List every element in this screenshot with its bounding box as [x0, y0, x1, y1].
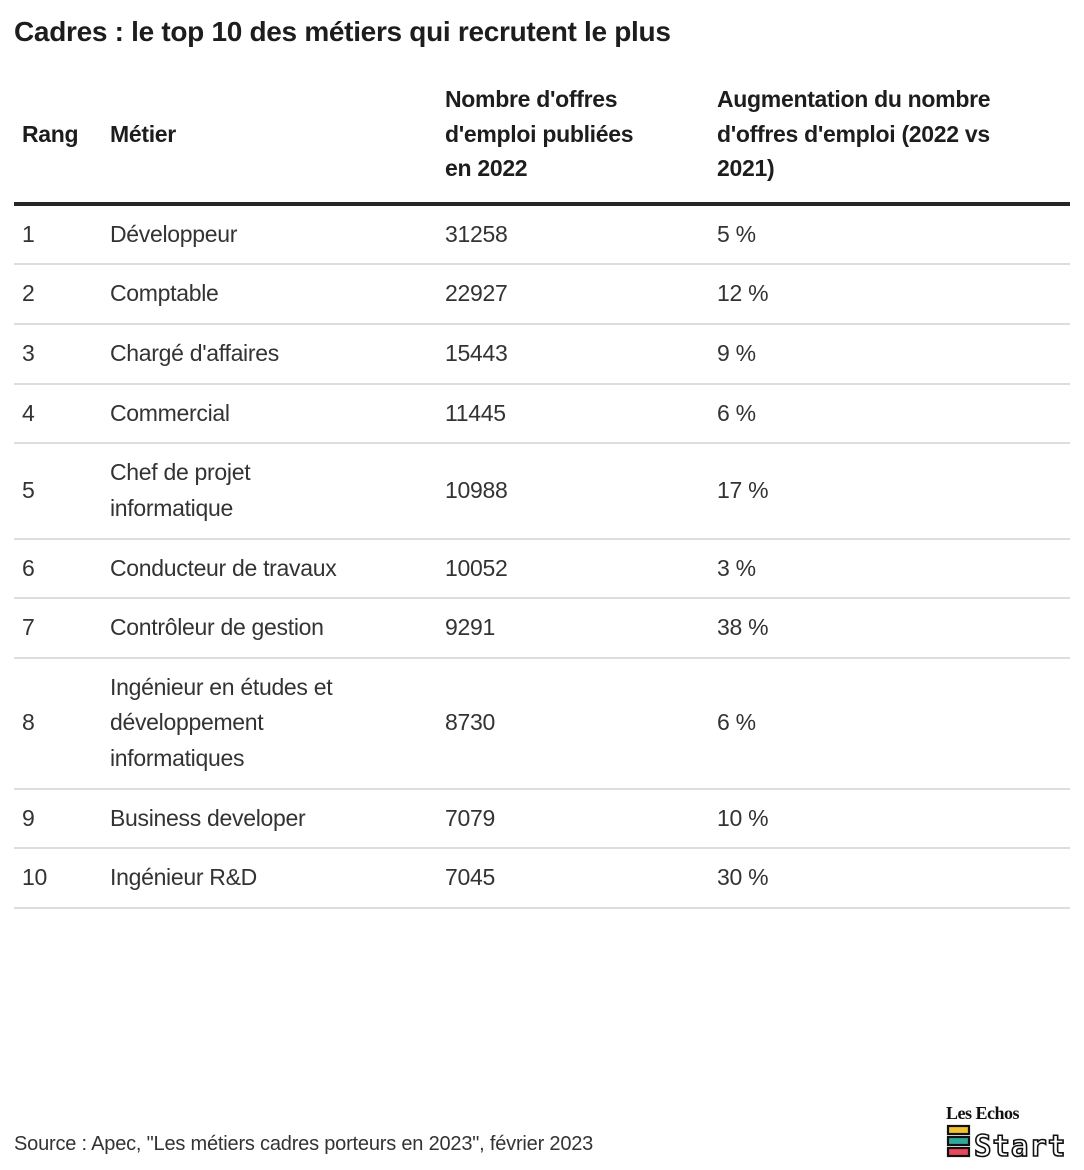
- table-row: 10 Ingénieur R&D 7045 30 %: [14, 848, 1070, 909]
- table-row: 3 Chargé d'affaires 15443 9 %: [14, 324, 1070, 384]
- rank-cell: 7: [22, 614, 35, 641]
- source-note: Source : Apec, "Les métiers cadres porte…: [14, 1133, 594, 1155]
- table-row: 7 Contrôleur de gestion 9291 38 %: [14, 598, 1070, 658]
- offres-cell: 10988: [445, 477, 508, 504]
- augmentation-cell: 3 %: [717, 554, 756, 581]
- rank-cell: 2: [22, 280, 35, 307]
- column-header-augmentation: Augmentation du nombre d'offres d'emploi…: [717, 86, 991, 182]
- les-echos-start-logo: Les Echos Start: [946, 1103, 1070, 1166]
- metier-cell: Chargé d'affaires: [110, 339, 279, 366]
- augmentation-cell: 17 %: [717, 477, 769, 504]
- offres-cell: 31258: [445, 220, 508, 247]
- offres-cell: 7045: [445, 864, 495, 891]
- page-title: Cadres : le top 10 des métiers qui recru…: [14, 16, 671, 47]
- table-row: 5 Chef de projet informatique 10988 17 %: [14, 443, 1070, 539]
- augmentation-cell: 6 %: [717, 399, 756, 426]
- augmentation-cell: 6 %: [717, 709, 756, 736]
- metier-cell: Contrôleur de gestion: [110, 614, 324, 641]
- les-echos-wordmark: Les Echos: [946, 1105, 1020, 1123]
- augmentation-cell: 38 %: [717, 614, 769, 641]
- offres-cell: 7079: [445, 804, 495, 831]
- rank-cell: 10: [22, 864, 47, 891]
- metier-cell: Ingénieur R&D: [110, 864, 257, 891]
- column-header-metier: Métier: [110, 120, 176, 147]
- footer: Source : Apec, "Les métiers cadres porte…: [14, 1103, 1070, 1166]
- offres-cell: 9291: [445, 614, 495, 641]
- table-header-row: Rang Métier Nombre d'offres d'emploi pub…: [14, 72, 1070, 204]
- offres-cell: 22927: [445, 280, 508, 307]
- augmentation-cell: 9 %: [717, 339, 756, 366]
- augmentation-cell: 10 %: [717, 804, 769, 831]
- offres-cell: 11445: [445, 399, 506, 426]
- rank-cell: 5: [22, 477, 35, 504]
- metier-cell: Commercial: [110, 399, 230, 426]
- rank-cell: 4: [22, 399, 35, 426]
- column-header-offres: Nombre d'offres d'emploi publiées en 202…: [445, 86, 634, 182]
- table-row: 8 Ingénieur en études et développement i…: [14, 658, 1070, 789]
- start-bars-icon: [946, 1124, 971, 1158]
- infographic: Cadres : le top 10 des métiers qui recru…: [14, 16, 1070, 909]
- metier-cell: Ingénieur en études et développement inf…: [110, 673, 333, 772]
- offres-cell: 10052: [445, 554, 508, 581]
- augmentation-cell: 12 %: [717, 280, 769, 307]
- metier-cell: Comptable: [110, 280, 219, 307]
- rank-cell: 8: [22, 709, 35, 736]
- metier-cell: Chef de projet informatique: [110, 459, 251, 521]
- les-echos-start-logo-svg: Les Echos Start: [946, 1103, 1066, 1164]
- table-row: 6 Conducteur de travaux 10052 3 %: [14, 539, 1070, 599]
- column-header-rang: Rang: [22, 120, 79, 147]
- table-row: 4 Commercial 11445 6 %: [14, 384, 1070, 444]
- augmentation-cell: 30 %: [717, 864, 769, 891]
- rank-cell: 9: [22, 804, 35, 831]
- table-row: 2 Comptable 22927 12 %: [14, 264, 1070, 324]
- ranking-table: Rang Métier Nombre d'offres d'emploi pub…: [14, 72, 1070, 909]
- table-row: 9 Business developer 7079 10 %: [14, 789, 1070, 849]
- table-row: 1 Développeur 31258 5 %: [14, 204, 1070, 265]
- start-wordmark: Start: [974, 1129, 1066, 1161]
- offres-cell: 15443: [445, 339, 508, 366]
- offres-cell: 8730: [445, 709, 495, 736]
- rank-cell: 3: [22, 339, 35, 366]
- rank-cell: 6: [22, 554, 35, 581]
- augmentation-cell: 5 %: [717, 220, 756, 247]
- rank-cell: 1: [22, 220, 35, 247]
- metier-cell: Business developer: [110, 804, 306, 831]
- metier-cell: Conducteur de travaux: [110, 554, 337, 581]
- metier-cell: Développeur: [110, 220, 238, 247]
